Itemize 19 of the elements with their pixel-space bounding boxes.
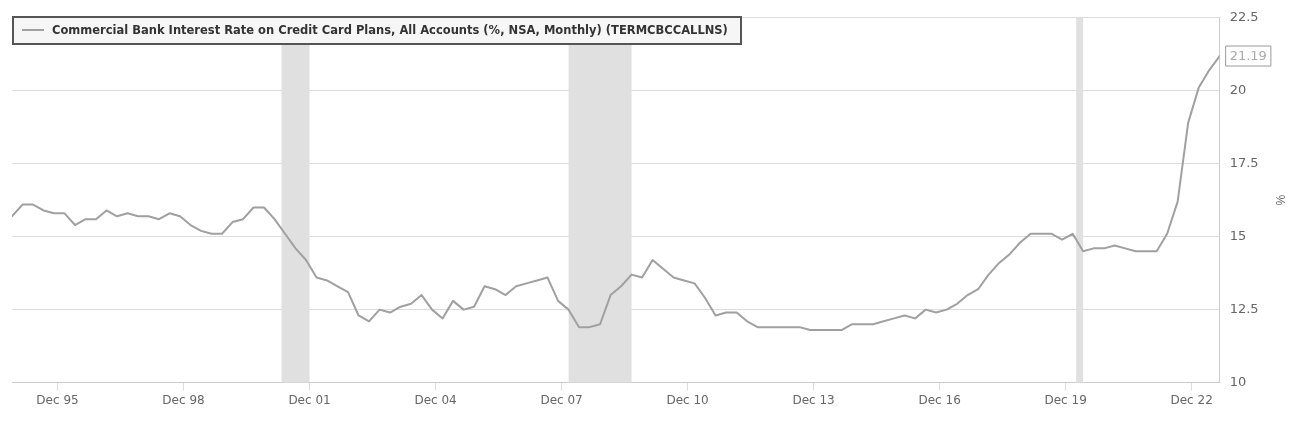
legend-label: Commercial Bank Interest Rate on Credit Card Plans, All Accounts (%, NSA, Monthly) (TERMCBCCALLNS) xyxy=(52,22,728,37)
y-tick-label: 15 xyxy=(1229,228,1247,244)
x-tick-label: Dec 95 xyxy=(36,392,79,407)
x-tick-label: Dec 16 xyxy=(918,392,961,407)
x-tick-label: Dec 10 xyxy=(666,392,709,407)
y-tick-label: 17.5 xyxy=(1229,155,1259,171)
x-tick-label: Dec 01 xyxy=(288,392,331,407)
x-tick-label: Dec 98 xyxy=(162,392,205,407)
annotation: 21.19 xyxy=(1229,48,1267,64)
y-tick-label: 12.5 xyxy=(1229,301,1259,317)
x-tick-label: Dec 22 xyxy=(1170,392,1213,407)
y-tick-label: 10 xyxy=(1229,373,1247,389)
x-tick-label: Dec 07 xyxy=(540,392,583,407)
x-tick-label: Dec 04 xyxy=(414,392,457,407)
x-tick-label: Dec 19 xyxy=(1044,392,1087,407)
x-tick-label: Dec 13 xyxy=(792,392,835,407)
y-tick-label: 22.5 xyxy=(1229,9,1259,25)
y-axis-title: % xyxy=(1273,194,1288,206)
y-tick-label: 20 xyxy=(1229,82,1247,98)
